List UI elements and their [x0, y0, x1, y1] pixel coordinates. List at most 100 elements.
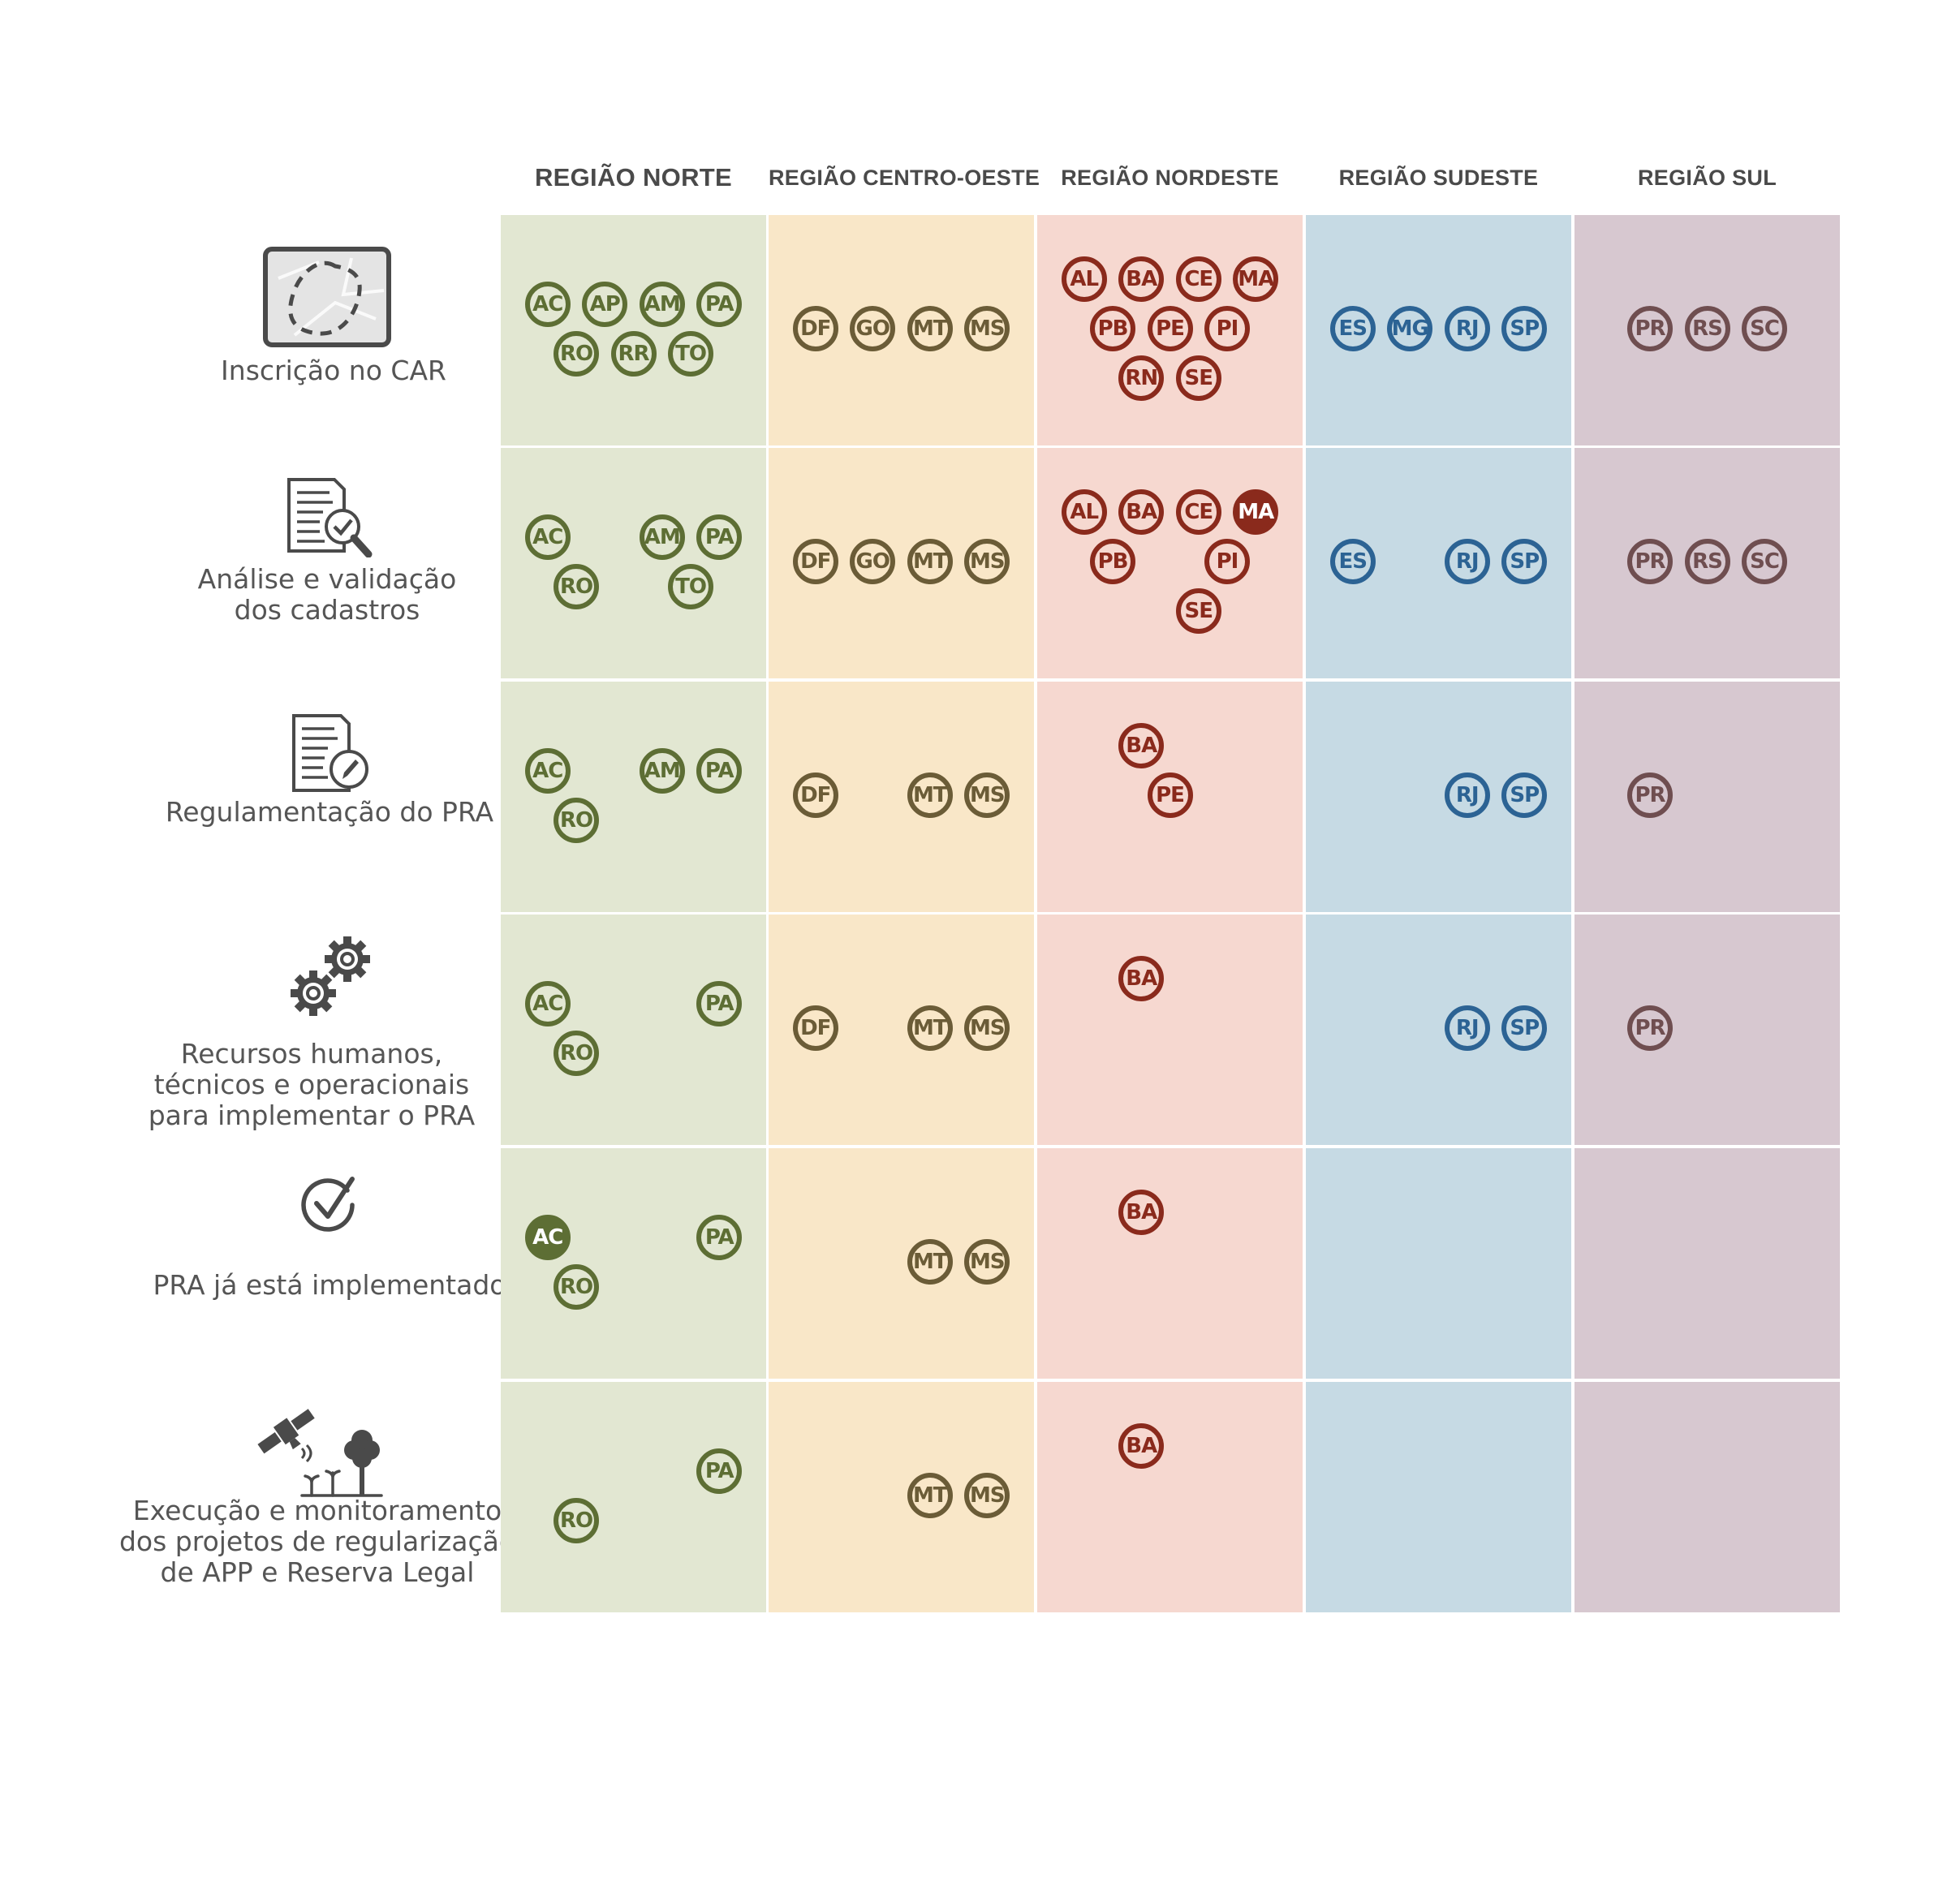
state-badge-go: GO	[850, 539, 896, 584]
state-badge-ba: BA	[1118, 956, 1165, 1001]
state-badge-sp: SP	[1501, 1005, 1548, 1051]
state-badge-mt: MT	[907, 1473, 953, 1518]
state-badge-pr: PR	[1627, 306, 1673, 351]
state-badge-to: TO	[668, 330, 713, 377]
region-header-norte: REGIÃO NORTE	[534, 163, 732, 192]
state-badge-es: ES	[1329, 306, 1376, 351]
stage-label-line: Inscrição no CAR	[221, 355, 446, 386]
state-badge-ap: AP	[582, 281, 628, 327]
state-badge-pa: PA	[696, 514, 743, 560]
state-badge-ba: BA	[1118, 1190, 1165, 1235]
state-badge-al: AL	[1061, 256, 1107, 302]
stage-label-inscricao-car: Inscrição no CAR	[90, 355, 577, 386]
cell-norte-analise-validacao	[501, 448, 766, 678]
state-badge-al: AL	[1061, 489, 1107, 535]
state-badge-ce: CE	[1175, 256, 1221, 302]
stage-label-execucao-monitoramento: Execução e monitoramento dos projetos de …	[74, 1496, 561, 1588]
state-badge-rn: RN	[1118, 355, 1165, 401]
stage-label-line: Regulamentação do PRA	[165, 796, 494, 828]
region-header-sudeste: REGIÃO SUDESTE	[1338, 166, 1539, 190]
state-badge-se: SE	[1175, 355, 1221, 401]
state-badge-rj: RJ	[1444, 1005, 1490, 1051]
state-badge-df: DF	[792, 539, 838, 584]
state-badge-ac: AC	[524, 281, 571, 327]
state-badge-rr: RR	[610, 330, 657, 377]
state-badge-rj: RJ	[1444, 539, 1490, 584]
state-badge-ms: MS	[964, 1005, 1010, 1051]
state-badge-sp: SP	[1501, 539, 1548, 584]
cell-sul-execucao-monitoramento	[1574, 1382, 1840, 1612]
stage-label-line: para implementar o PRA	[148, 1100, 476, 1131]
cell-nordeste-pra-implementado	[1037, 1148, 1303, 1379]
state-badge-am: AM	[639, 747, 685, 794]
cell-sul-regulamentacao-pra	[1574, 682, 1840, 912]
document-edit-icon	[287, 712, 372, 799]
state-badge-ms: MS	[964, 773, 1010, 818]
cell-nordeste-recursos-pra	[1037, 915, 1303, 1145]
stage-label-line: PRA já está implementado	[153, 1269, 506, 1301]
state-badge-ma: MA	[1233, 489, 1279, 535]
state-badge-sp: SP	[1501, 306, 1548, 351]
state-badge-ac: AC	[524, 980, 571, 1026]
state-badge-ba: BA	[1118, 489, 1165, 535]
state-badge-rs: RS	[1684, 306, 1730, 351]
state-badge-df: DF	[792, 773, 838, 818]
cell-sudeste-pra-implementado	[1306, 1148, 1571, 1379]
state-badge-pe: PE	[1147, 306, 1193, 351]
cell-nordeste-analise-validacao	[1037, 448, 1303, 678]
state-badge-pr: PR	[1627, 1005, 1673, 1051]
stage-label-line: dos cadastros	[234, 594, 420, 626]
state-badge-pa: PA	[696, 980, 743, 1026]
state-badge-mt: MT	[907, 1239, 953, 1285]
region-header-centro-oeste: REGIÃO CENTRO-OESTE	[769, 166, 1040, 190]
state-badge-ba: BA	[1118, 256, 1165, 302]
state-badge-rj: RJ	[1444, 773, 1490, 818]
check-circle-icon	[299, 1174, 360, 1240]
state-badge-to: TO	[668, 563, 713, 609]
state-badge-pa: PA	[696, 1214, 743, 1260]
state-badge-ro: RO	[554, 1497, 599, 1543]
cell-sul-pra-implementado	[1574, 1148, 1840, 1379]
state-badge-ro: RO	[554, 1263, 599, 1310]
state-badge-go: GO	[850, 306, 896, 351]
state-badge-ce: CE	[1175, 489, 1221, 535]
stage-label-line: Execução e monitoramento	[132, 1495, 502, 1526]
state-badge-mt: MT	[907, 773, 953, 818]
state-badge-df: DF	[792, 1005, 838, 1051]
state-badge-pa: PA	[696, 747, 743, 794]
state-badge-pb: PB	[1090, 539, 1135, 584]
state-badge-pe: PE	[1147, 773, 1193, 818]
state-badge-ro: RO	[554, 330, 599, 377]
state-badge-ac: AC	[524, 514, 571, 560]
map-outline-icon	[262, 246, 392, 352]
stage-label-regulamentacao-pra: Regulamentação do PRA	[86, 797, 573, 828]
region-header-nordeste: REGIÃO NORDESTE	[1061, 166, 1279, 190]
cell-norte-regulamentacao-pra	[501, 682, 766, 912]
state-badge-pa: PA	[696, 281, 743, 327]
state-badge-es: ES	[1329, 539, 1376, 584]
state-badge-ro: RO	[554, 1030, 599, 1076]
stage-label-line: Recursos humanos,	[180, 1038, 443, 1069]
cell-norte-recursos-pra	[501, 915, 766, 1145]
stage-label-line: de APP e Reserva Legal	[160, 1556, 475, 1588]
state-badge-ac: AC	[524, 747, 571, 794]
region-header-sul: REGIÃO SUL	[1637, 166, 1777, 190]
document-search-icon	[284, 476, 375, 562]
stage-label-line: técnicos e operacionais	[153, 1069, 470, 1100]
state-badge-pr: PR	[1627, 539, 1673, 584]
state-badge-pr: PR	[1627, 773, 1673, 818]
state-badge-df: DF	[792, 306, 838, 351]
cell-norte-inscricao-car	[501, 215, 766, 445]
state-badge-am: AM	[639, 281, 685, 327]
cell-norte-execucao-monitoramento	[501, 1382, 766, 1612]
state-badge-ms: MS	[964, 1473, 1010, 1518]
state-badge-mt: MT	[907, 1005, 953, 1051]
state-badge-ba: BA	[1118, 1423, 1165, 1469]
state-badge-ma: MA	[1233, 256, 1279, 302]
state-badge-sc: SC	[1742, 306, 1787, 351]
state-badge-se: SE	[1175, 588, 1221, 634]
state-badge-ms: MS	[964, 306, 1010, 351]
stage-label-recursos-pra: Recursos humanos, técnicos e operacionais…	[68, 1039, 555, 1131]
cell-sul-recursos-pra	[1574, 915, 1840, 1145]
